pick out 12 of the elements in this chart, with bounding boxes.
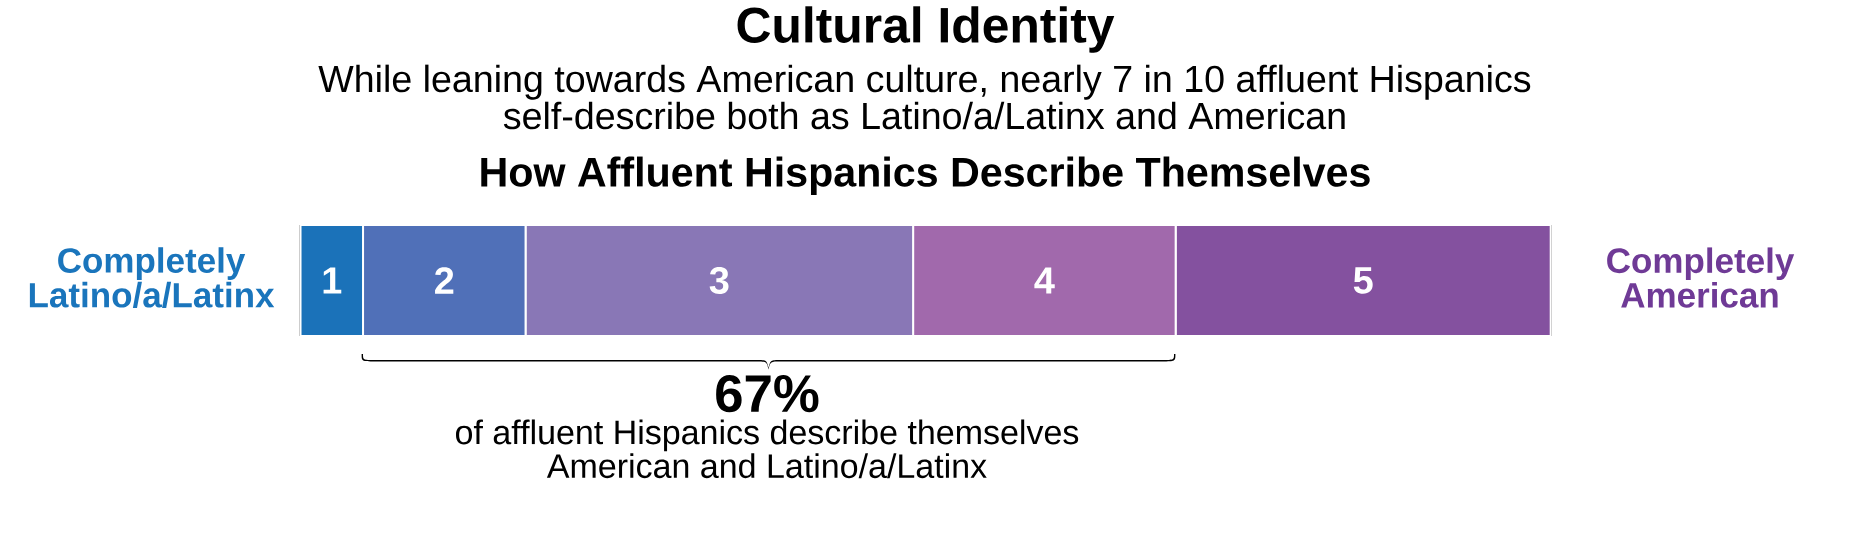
text: Completely Latino/a/Latinx xyxy=(29,247,275,308)
text: Completely American xyxy=(1607,247,1795,308)
text: How Affluent Hispanics Describe Themselves xyxy=(481,156,1370,195)
chart-title: Cultural Identity xyxy=(737,6,1115,53)
text: 67% xyxy=(716,374,819,413)
series-label: 1 xyxy=(323,267,342,294)
text: of affluent Hispanics describe themselves American and Latino/a/Latinx xyxy=(456,419,1079,479)
chart-subtitle: While leaning towards American culture, nearly 7 in 10 affluent Hispanics self-describe both as Latino/a/Latinx and American xyxy=(318,64,1531,130)
series-label: 3 xyxy=(709,267,729,294)
series-label: 4 xyxy=(1034,267,1055,294)
series-label: 2 xyxy=(435,267,454,294)
series-label: 5 xyxy=(1353,267,1373,294)
